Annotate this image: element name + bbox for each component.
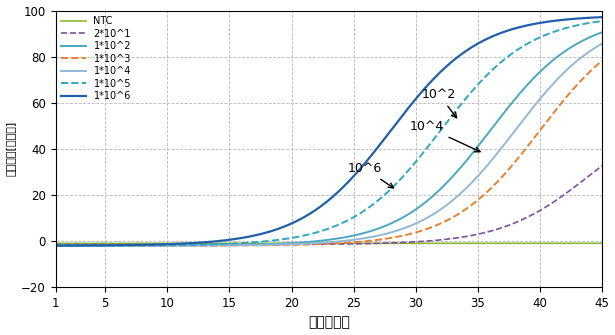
1*10^2 bbox=[315, 239, 322, 243]
1*10^2 bbox=[347, 234, 355, 238]
1*10^3 bbox=[598, 59, 606, 63]
X-axis label: サイクル数: サイクル数 bbox=[308, 316, 350, 329]
Line: 1*10^6: 1*10^6 bbox=[55, 17, 602, 246]
NTC bbox=[585, 241, 593, 245]
1*10^3 bbox=[52, 244, 59, 248]
1*10^5 bbox=[347, 216, 355, 220]
1*10^5 bbox=[52, 244, 59, 248]
1*10^2 bbox=[311, 239, 319, 243]
Text: 10^6: 10^6 bbox=[347, 162, 394, 188]
2*10^1 bbox=[377, 241, 384, 245]
1*10^2 bbox=[500, 111, 507, 115]
2*10^1 bbox=[347, 242, 355, 246]
1*10^4 bbox=[52, 244, 59, 248]
1*10^6 bbox=[347, 177, 355, 181]
NTC bbox=[598, 241, 606, 245]
1*10^2 bbox=[377, 226, 384, 230]
Y-axis label: 荧光強度[相対値]: 荧光強度[相対値] bbox=[6, 121, 15, 177]
NTC bbox=[311, 241, 319, 245]
1*10^4 bbox=[500, 143, 507, 147]
1*10^6 bbox=[598, 15, 606, 19]
Text: 10^2: 10^2 bbox=[422, 88, 456, 118]
Line: 1*10^5: 1*10^5 bbox=[55, 21, 602, 246]
1*10^6 bbox=[311, 208, 319, 212]
Line: 1*10^2: 1*10^2 bbox=[55, 32, 602, 246]
2*10^1 bbox=[500, 225, 507, 229]
NTC bbox=[347, 241, 355, 245]
2*10^1 bbox=[315, 242, 322, 246]
Line: 1*10^3: 1*10^3 bbox=[55, 61, 602, 246]
2*10^1 bbox=[598, 164, 606, 168]
1*10^2 bbox=[598, 30, 606, 35]
1*10^3 bbox=[585, 71, 593, 75]
1*10^5 bbox=[598, 19, 606, 23]
2*10^1 bbox=[311, 242, 319, 246]
1*10^2 bbox=[52, 244, 59, 248]
1*10^3 bbox=[311, 242, 319, 246]
1*10^5 bbox=[585, 21, 593, 25]
1*10^6 bbox=[500, 30, 507, 34]
1*10^5 bbox=[311, 231, 319, 235]
1*10^5 bbox=[377, 196, 384, 200]
2*10^1 bbox=[585, 174, 593, 178]
1*10^6 bbox=[377, 141, 384, 145]
1*10^4 bbox=[377, 233, 384, 237]
1*10^5 bbox=[500, 58, 507, 62]
1*10^6 bbox=[52, 244, 59, 248]
1*10^6 bbox=[315, 206, 322, 210]
Text: 10^4: 10^4 bbox=[410, 120, 480, 152]
2*10^1 bbox=[52, 243, 59, 247]
1*10^4 bbox=[347, 238, 355, 242]
1*10^4 bbox=[311, 241, 319, 245]
1*10^6 bbox=[585, 16, 593, 20]
1*10^4 bbox=[598, 42, 606, 46]
1*10^3 bbox=[315, 242, 322, 246]
1*10^5 bbox=[315, 230, 322, 234]
1*10^4 bbox=[585, 50, 593, 54]
Line: 2*10^1: 2*10^1 bbox=[55, 166, 602, 245]
NTC bbox=[315, 241, 322, 245]
1*10^2 bbox=[585, 36, 593, 40]
1*10^4 bbox=[315, 241, 322, 245]
Legend: NTC, 2*10^1, 1*10^2, 1*10^3, 1*10^4, 1*10^5, 1*10^6: NTC, 2*10^1, 1*10^2, 1*10^3, 1*10^4, 1*1… bbox=[58, 12, 135, 105]
NTC bbox=[377, 241, 384, 245]
1*10^3 bbox=[347, 241, 355, 245]
NTC bbox=[500, 241, 507, 245]
1*10^3 bbox=[377, 238, 384, 242]
1*10^3 bbox=[500, 173, 507, 177]
Line: 1*10^4: 1*10^4 bbox=[55, 44, 602, 246]
NTC bbox=[52, 241, 59, 245]
